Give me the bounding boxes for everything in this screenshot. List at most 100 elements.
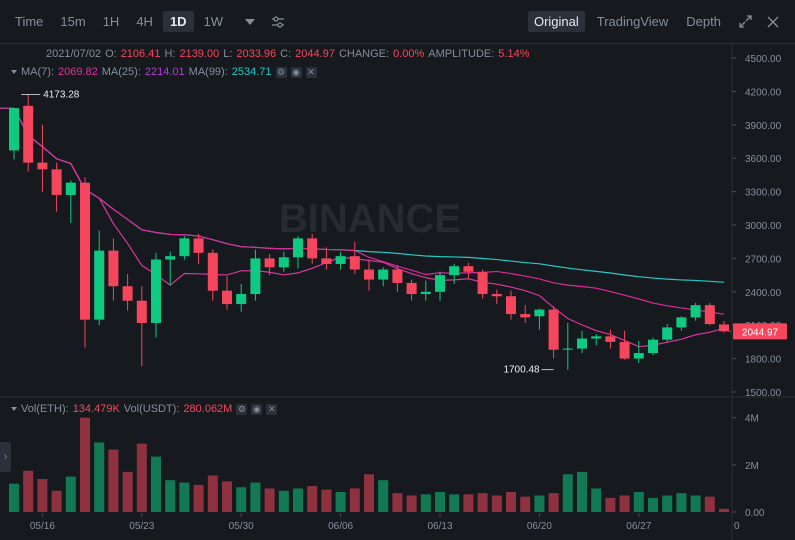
candle-body: [278, 257, 289, 268]
vol-eth-label: Vol(ETH):: [21, 403, 69, 415]
candle-body: [207, 252, 218, 291]
interval-15m[interactable]: 15m: [60, 14, 86, 29]
ma-visibility-icon[interactable]: ◉: [290, 66, 302, 78]
volume-bar: [463, 494, 474, 512]
ma7-value: 2069.82: [58, 66, 98, 78]
volume-bar: [165, 480, 176, 512]
candle-body: [250, 258, 261, 295]
candle-body: [222, 290, 232, 305]
close-value: 2044.97: [295, 48, 335, 60]
volume-bar: [51, 490, 62, 512]
candle-body: [37, 162, 48, 170]
candle-body: [321, 258, 332, 264]
change-label: CHANGE:: [338, 48, 390, 60]
open-label: O:: [105, 48, 117, 60]
volume-bar: [676, 493, 687, 512]
candle-body: [151, 259, 161, 323]
ma-collapse-caret-icon[interactable]: [11, 70, 17, 74]
candle-body: [477, 271, 488, 295]
volume-bar: [562, 474, 573, 512]
candle-body: [236, 294, 247, 305]
watermark-text: BINANCE: [279, 197, 461, 241]
volume-bar: [179, 482, 190, 512]
interval-1d[interactable]: 1D: [162, 11, 194, 32]
ma25-line: [0, 107, 725, 315]
candle-body: [719, 324, 729, 332]
volume-bar: [136, 443, 147, 512]
volume-bar: [250, 482, 261, 512]
candle-body: [108, 250, 119, 287]
candle-body: [264, 258, 275, 268]
interval-1w[interactable]: 1W: [203, 14, 224, 29]
volume-bar: [264, 488, 275, 512]
candle-body: [349, 256, 360, 270]
ma-settings-icon[interactable]: ⚙: [275, 66, 287, 78]
volume-bar: [293, 488, 303, 512]
volume-bar: [648, 497, 658, 512]
view-original[interactable]: Original: [527, 11, 585, 32]
interval-4h[interactable]: 4H: [136, 14, 153, 29]
volume-bar: [591, 488, 602, 512]
chart-toolbar: Time 15m 1H 4H 1D 1W Original TradingView Depth: [0, 0, 795, 44]
interval-time[interactable]: Time: [15, 14, 44, 29]
volume-bar: [108, 449, 119, 512]
volume-bar: [420, 494, 431, 512]
ma25-value: 2214.01: [144, 66, 185, 78]
chevron-down-icon[interactable]: [239, 11, 261, 33]
ma25-label: MA(25):: [101, 66, 141, 78]
ohlc-date: 2021/07/02: [46, 48, 102, 60]
interval-1h[interactable]: 1H: [102, 14, 120, 29]
candle-body: [633, 353, 644, 359]
candle-body: [520, 314, 531, 318]
view-tradingview[interactable]: TradingView: [596, 14, 669, 29]
ma-remove-icon[interactable]: ✕: [305, 66, 317, 78]
last-price-label: 2044.97: [742, 327, 779, 338]
volume-bar: [94, 442, 105, 512]
date-tick-label: 06/13: [427, 521, 452, 532]
candle-body: [179, 238, 190, 257]
settings-sliders-icon[interactable]: [267, 11, 289, 33]
volume-bar: [406, 495, 417, 512]
volume-tick-label: 4M: [745, 414, 759, 425]
vol-remove-icon[interactable]: ✕: [266, 403, 278, 415]
high-label: H:: [164, 48, 176, 60]
volume-bar: [435, 491, 445, 512]
expand-icon[interactable]: [735, 12, 755, 32]
candle-body: [463, 266, 474, 272]
view-depth[interactable]: Depth: [686, 14, 721, 29]
volume-bar: [37, 479, 48, 512]
interval-selector: Time 15m 1H 4H 1D 1W: [0, 11, 233, 32]
date-tick-label: 05/30: [229, 521, 254, 532]
candle-body: [23, 105, 34, 163]
candle-body: [548, 309, 559, 350]
vol-collapse-caret-icon[interactable]: [11, 407, 17, 411]
volume-bar: [207, 475, 218, 512]
volume-bar: [9, 483, 19, 512]
low-value: 2033.96: [236, 48, 277, 60]
volume-bar: [491, 495, 502, 512]
close-icon[interactable]: [763, 12, 783, 32]
volume-bar: [236, 487, 247, 512]
candle-body: [9, 108, 19, 151]
candlestick-chart[interactable]: BINANCE 4500.00 4200.00 3900.00 3600.00 3300.…: [0, 44, 795, 540]
ma99-label: MA(99):: [188, 66, 228, 78]
last-price-tag: [733, 323, 787, 340]
high-value: 2139.00: [179, 48, 220, 60]
change-value: 0.00%: [393, 48, 425, 60]
volume-bar: [690, 495, 701, 512]
vol-usdt-value: 280.062M: [183, 403, 233, 415]
vol-visibility-icon[interactable]: ◉: [251, 403, 263, 415]
candle-body: [562, 348, 573, 350]
price-tick-label: 2700.00: [745, 254, 782, 265]
volume-bar: [548, 493, 559, 512]
ma-legend: MA(7): 2069.82 MA(25): 2214.01 MA(99): 2…: [0, 66, 321, 78]
high-marker-label: 4173.28: [43, 89, 80, 100]
date-tick-label: 06/06: [328, 521, 353, 532]
candle-body: [165, 256, 176, 260]
volume-bar: [307, 486, 318, 512]
volume-bar: [65, 476, 76, 512]
vol-settings-icon[interactable]: ⚙: [236, 403, 248, 415]
candle-body: [449, 266, 460, 276]
side-panel-toggle[interactable]: ›: [0, 442, 11, 472]
candle-body: [435, 275, 445, 292]
